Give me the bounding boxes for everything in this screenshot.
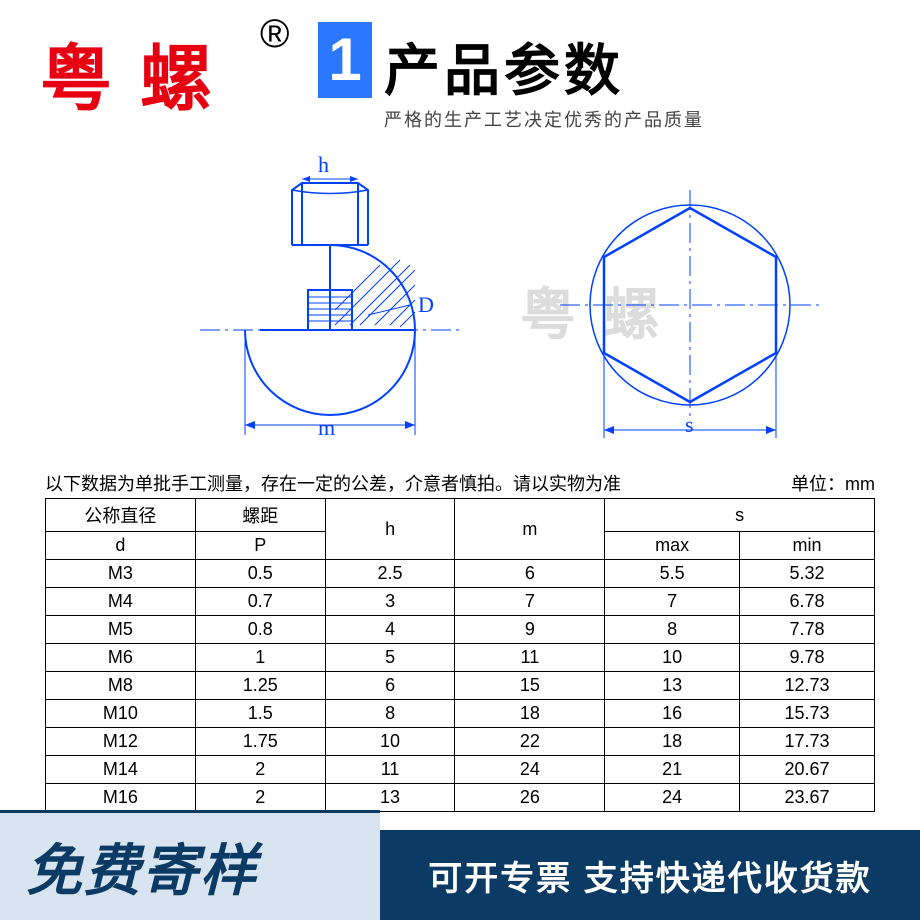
cell-p: 0.8 [195,616,325,644]
cell-smin: 6.78 [740,588,875,616]
cell-d: M16 [46,784,196,812]
cell-smin: 9.78 [740,644,875,672]
cell-d: M10 [46,700,196,728]
cell-smax: 8 [605,616,740,644]
cell-d: M3 [46,560,196,588]
cell-m: 9 [455,616,605,644]
cell-p: 0.7 [195,588,325,616]
cell-d: M8 [46,672,196,700]
col-m: m [455,499,605,560]
cell-p: 1.5 [195,700,325,728]
cell-h: 13 [325,784,455,812]
cell-smin: 20.67 [740,756,875,784]
cell-h: 6 [325,672,455,700]
col-h: h [325,499,455,560]
cell-d: M4 [46,588,196,616]
cell-m: 22 [455,728,605,756]
table-row: M16213262423.67 [46,784,875,812]
cell-smin: 15.73 [740,700,875,728]
free-sample-text: 免费寄样 [26,826,258,907]
page-subtitle: 严格的生产工艺决定优秀的产品质量 [384,106,704,132]
cell-d: M6 [46,644,196,672]
cell-m: 11 [455,644,605,672]
cell-p: 1.75 [195,728,325,756]
cell-m: 18 [455,700,605,728]
table-row: M61511109.78 [46,644,875,672]
footer-right-panel: 可开专票 支持快递代收货款 [380,830,920,920]
col-p: P [195,532,325,560]
cell-p: 2 [195,756,325,784]
col-d: d [46,532,196,560]
col-smin: min [740,532,875,560]
table-row: M81.256151312.73 [46,672,875,700]
cell-h: 11 [325,756,455,784]
cell-smax: 18 [605,728,740,756]
section-number-badge: 1 [318,22,372,98]
cell-p: 1.25 [195,672,325,700]
cell-smin: 17.73 [740,728,875,756]
col-d-cn: 公称直径 [46,499,196,532]
table-row: M30.52.565.55.32 [46,560,875,588]
cell-h: 5 [325,644,455,672]
page-title: 产品参数 [384,26,624,107]
col-s: s [605,499,875,532]
measurement-note-row: 以下数据为单批手工测量，存在一定的公差，介意者慎拍。请以实物为准 单位：mm [45,470,875,496]
footer-bar: 免费寄样 可开专票 支持快递代收货款 [0,810,920,920]
cell-m: 7 [455,588,605,616]
cell-d: M14 [46,756,196,784]
dim-label-s: s [685,412,694,438]
cell-smax: 16 [605,700,740,728]
spec-table: 公称直径 螺距 h m s d P max min M30.52.565.55.… [45,498,875,812]
col-p-cn: 螺距 [195,499,325,532]
cell-p: 2 [195,784,325,812]
table-row: M121.7510221817.73 [46,728,875,756]
cell-d: M12 [46,728,196,756]
cell-p: 1 [195,644,325,672]
cell-smax: 13 [605,672,740,700]
col-smax: max [605,532,740,560]
registered-mark: ® [260,12,289,57]
cell-smin: 5.32 [740,560,875,588]
cell-smax: 10 [605,644,740,672]
measurement-note: 以下数据为单批手工测量，存在一定的公差，介意者慎拍。请以实物为准 [45,470,621,496]
cell-h: 3 [325,588,455,616]
cell-m: 24 [455,756,605,784]
cell-smin: 12.73 [740,672,875,700]
cell-smax: 7 [605,588,740,616]
cell-smin: 7.78 [740,616,875,644]
cell-smax: 5.5 [605,560,740,588]
cell-h: 10 [325,728,455,756]
table-row: M14211242120.67 [46,756,875,784]
cell-h: 4 [325,616,455,644]
dim-label-m: m [318,415,335,441]
cell-smin: 23.67 [740,784,875,812]
table-row: M101.58181615.73 [46,700,875,728]
unit-label: 单位：mm [791,470,875,496]
table-row: M50.84987.78 [46,616,875,644]
cell-m: 6 [455,560,605,588]
cell-h: 2.5 [325,560,455,588]
brand-logo: 粤 螺 [40,20,216,125]
cell-m: 26 [455,784,605,812]
footer-left-panel: 免费寄样 [0,810,380,920]
cell-m: 15 [455,672,605,700]
table-row: M40.73776.78 [46,588,875,616]
diagram-area: h D m s [0,160,920,460]
cell-smax: 21 [605,756,740,784]
cell-smax: 24 [605,784,740,812]
dim-label-h: h [318,152,329,178]
dim-label-D: D [418,292,434,318]
cell-p: 0.5 [195,560,325,588]
cell-h: 8 [325,700,455,728]
footer-services-text: 可开专票 支持快递代收货款 [428,851,871,900]
cell-d: M5 [46,616,196,644]
